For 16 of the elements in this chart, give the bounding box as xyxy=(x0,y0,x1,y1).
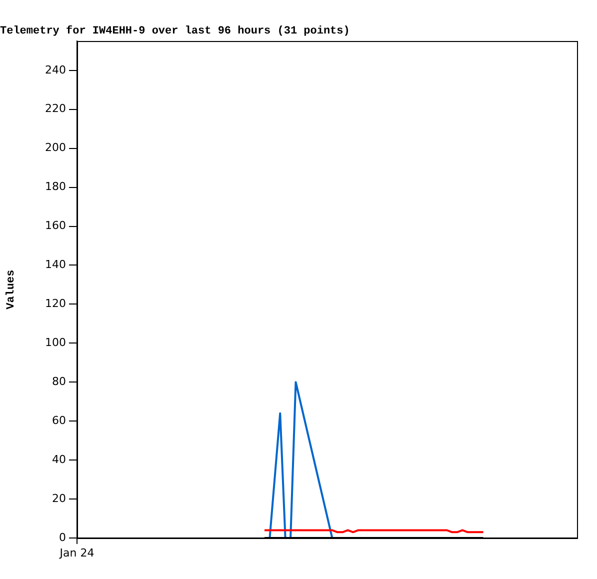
y-tick-label: 0 xyxy=(59,530,66,544)
y-tick-label: 40 xyxy=(52,452,66,466)
y-tick-label: 80 xyxy=(52,375,66,388)
y-axis-title: Values xyxy=(5,270,18,310)
chart-title: Telemetry for IW4EHH-9 over last 96 hours (31 points) xyxy=(0,24,350,38)
y-tick-label: 240 xyxy=(45,63,66,76)
x-tick-label: Jan 24 xyxy=(58,546,94,560)
y-tick-label: 60 xyxy=(52,414,66,427)
y-tick-label: 180 xyxy=(45,180,66,194)
y-tick-label: 200 xyxy=(45,141,66,154)
y-tick-label: 20 xyxy=(52,492,66,505)
y-tick-label: 120 xyxy=(45,297,66,310)
y-tick-label: 100 xyxy=(45,336,66,350)
y-tick-label: 140 xyxy=(45,258,66,272)
y-tick-label: 160 xyxy=(45,219,66,232)
y-tick-label: 220 xyxy=(45,102,66,116)
